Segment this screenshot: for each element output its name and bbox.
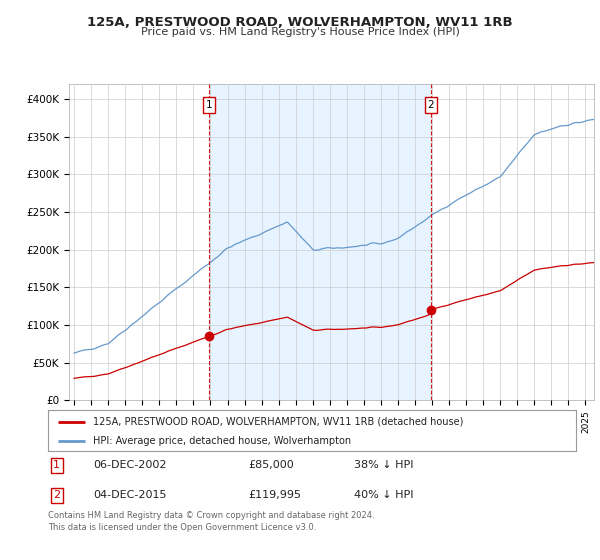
Text: 40% ↓ HPI: 40% ↓ HPI	[354, 490, 414, 500]
Bar	[209, 84, 431, 400]
Text: 125A, PRESTWOOD ROAD, WOLVERHAMPTON, WV11 1RB: 125A, PRESTWOOD ROAD, WOLVERHAMPTON, WV1…	[87, 16, 513, 29]
Text: 125A, PRESTWOOD ROAD, WOLVERHAMPTON, WV11 1RB (detached house): 125A, PRESTWOOD ROAD, WOLVERHAMPTON, WV1…	[93, 417, 463, 427]
Text: Contains HM Land Registry data © Crown copyright and database right 2024.
This d: Contains HM Land Registry data © Crown c…	[48, 511, 374, 531]
Text: Price paid vs. HM Land Registry's House Price Index (HPI): Price paid vs. HM Land Registry's House …	[140, 27, 460, 37]
Text: 04-DEC-2015: 04-DEC-2015	[93, 490, 166, 500]
Text: 2: 2	[427, 100, 434, 110]
Text: 38% ↓ HPI: 38% ↓ HPI	[354, 460, 414, 470]
Text: 06-DEC-2002: 06-DEC-2002	[93, 460, 166, 470]
Text: £119,995: £119,995	[248, 490, 302, 500]
Text: £85,000: £85,000	[248, 460, 295, 470]
Text: 1: 1	[53, 460, 60, 470]
Text: 2: 2	[53, 490, 61, 500]
Text: HPI: Average price, detached house, Wolverhampton: HPI: Average price, detached house, Wolv…	[93, 436, 351, 446]
Text: 1: 1	[206, 100, 212, 110]
